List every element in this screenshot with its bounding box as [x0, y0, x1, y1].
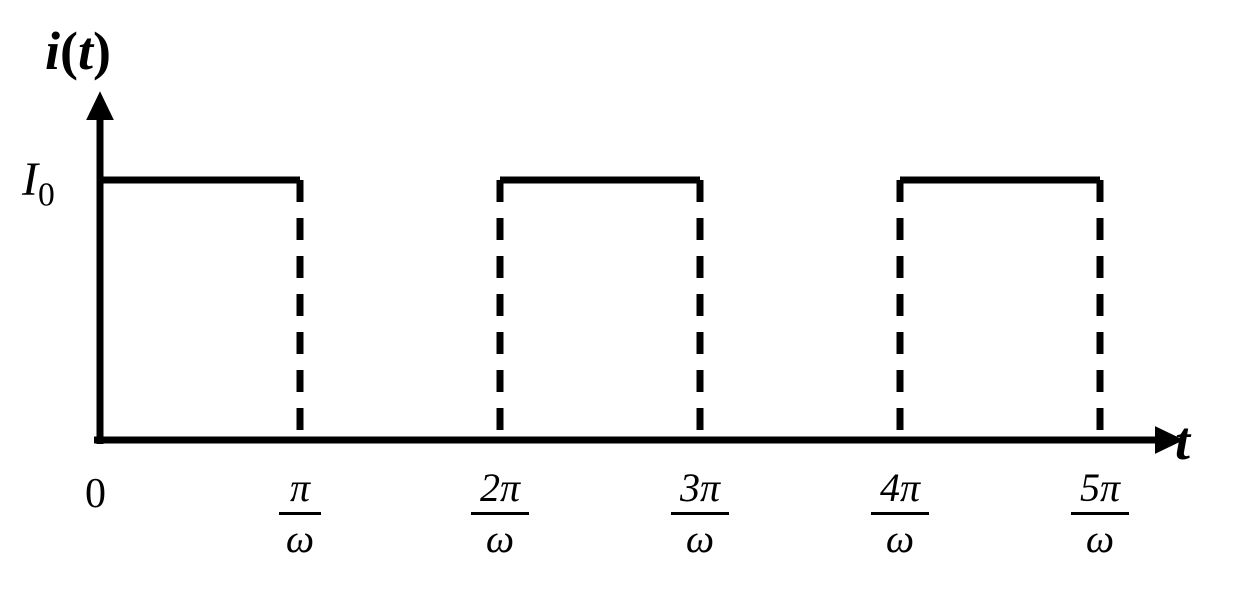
fraction-numerator: π	[273, 468, 327, 508]
fraction-denominator: ω	[465, 519, 535, 559]
x-axis-title: t	[1175, 410, 1190, 472]
fraction-numerator: 3π	[665, 468, 735, 508]
fraction-bar	[471, 512, 529, 515]
x-tick-label: 5π ω	[1065, 468, 1135, 559]
fraction-bar	[1071, 512, 1129, 515]
fraction-denominator: ω	[865, 519, 935, 559]
origin-label: 0	[85, 470, 106, 518]
x-tick-label: 3π ω	[665, 468, 735, 559]
fraction-denominator: ω	[1065, 519, 1135, 559]
fraction-denominator: ω	[665, 519, 735, 559]
fraction-numerator: 2π	[465, 468, 535, 508]
fraction-numerator: 5π	[1065, 468, 1135, 508]
fraction-bar	[871, 512, 929, 515]
fraction-bar	[671, 512, 729, 515]
chart-container: i(t) t I0 0 πω2πω3πω4πω5πω	[0, 0, 1239, 604]
x-tick-label: 4π ω	[865, 468, 935, 559]
fraction-numerator: 4π	[865, 468, 935, 508]
y-axis-title: i(t)	[45, 20, 111, 82]
fraction-bar	[279, 512, 321, 515]
fraction-denominator: ω	[273, 519, 327, 559]
square-wave-chart	[0, 0, 1239, 604]
x-tick-label: 2π ω	[465, 468, 535, 559]
i0-label: I0	[22, 152, 55, 215]
x-tick-label: πω	[273, 468, 327, 559]
